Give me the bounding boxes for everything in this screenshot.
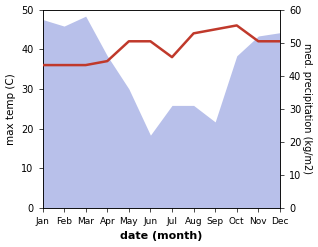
Y-axis label: max temp (C): max temp (C) bbox=[5, 73, 16, 144]
Y-axis label: med. precipitation (kg/m2): med. precipitation (kg/m2) bbox=[302, 43, 313, 174]
X-axis label: date (month): date (month) bbox=[120, 231, 203, 242]
